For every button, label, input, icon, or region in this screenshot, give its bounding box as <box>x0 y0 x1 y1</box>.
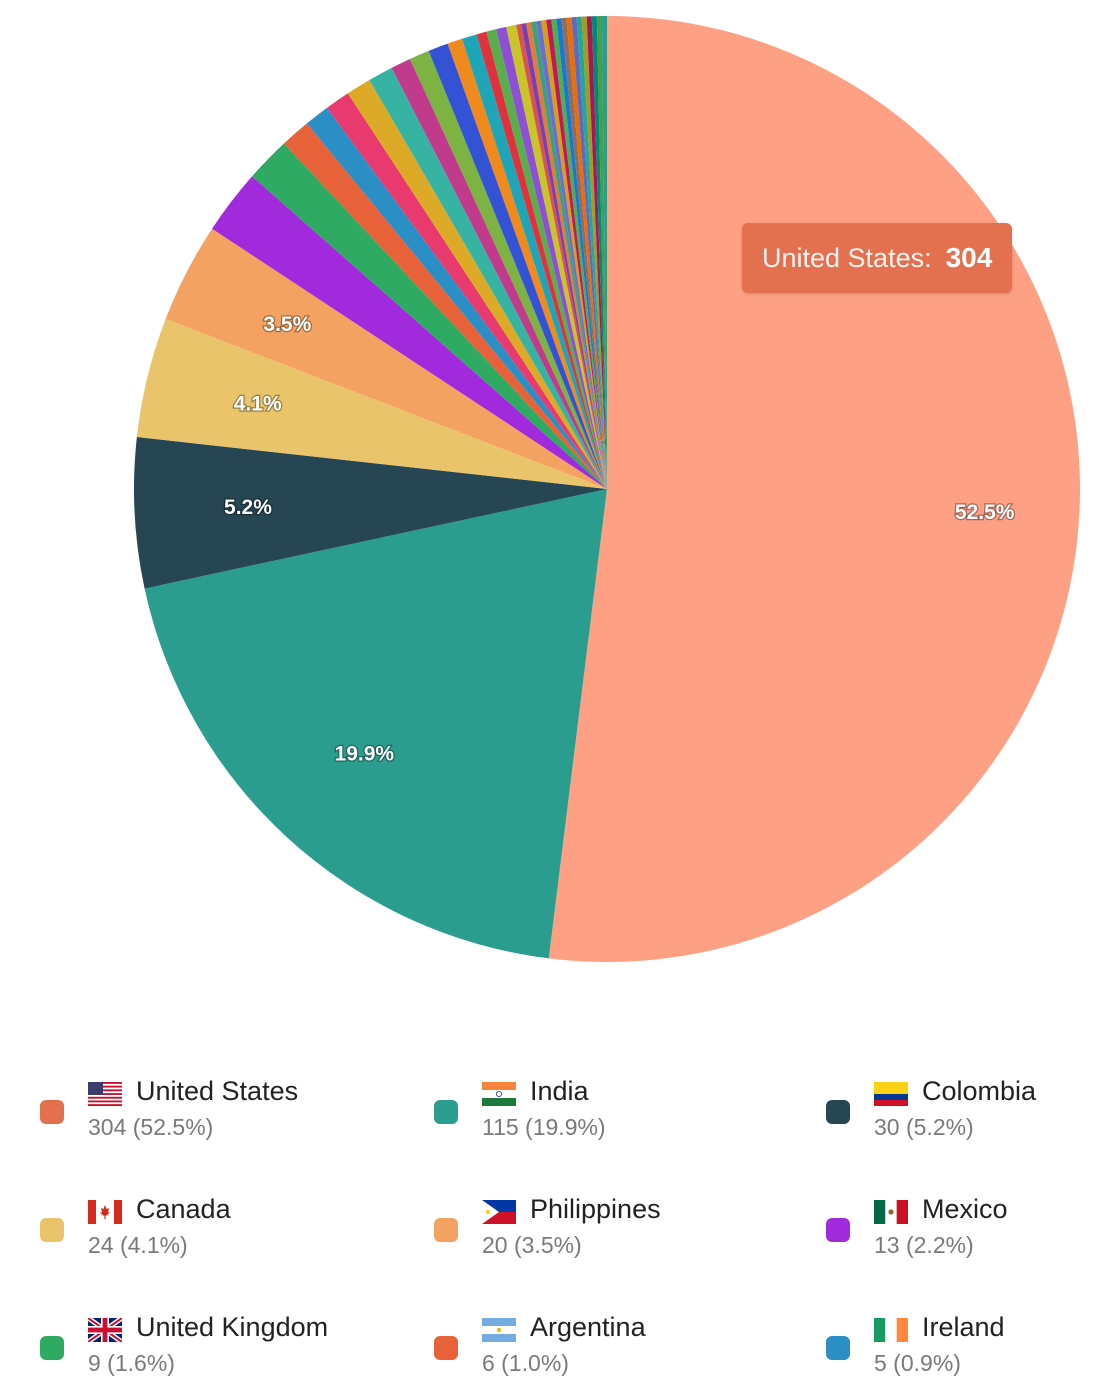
legend-swatch <box>40 1100 64 1124</box>
legend-swatch <box>826 1100 850 1124</box>
pie-slice-15[interactable] <box>428 43 607 490</box>
legend-value: 24 (4.1%) <box>88 1232 188 1258</box>
legend-name: United States <box>136 1076 299 1106</box>
pie-chart-svg: 52.5% 19.9% 5.2% 4.1% 3.5% <box>134 16 1080 962</box>
pie-slice-label: 19.9% <box>335 743 395 766</box>
uk-flag-icon <box>88 1318 122 1342</box>
legend-value: 6 (1.0%) <box>482 1350 569 1376</box>
legend-name: Canada <box>136 1194 231 1224</box>
india-flag-icon <box>482 1082 516 1106</box>
legend-name: India <box>530 1076 589 1106</box>
pie-slice-14[interactable] <box>409 50 607 489</box>
legend-swatch <box>40 1336 64 1360</box>
pie-slice-35[interactable] <box>581 16 607 489</box>
legend-item-united-states[interactable]: United States 304 (52.5%) <box>40 1070 400 1150</box>
legend-swatch <box>434 1100 458 1124</box>
legend-swatch <box>434 1218 458 1242</box>
legend-value: 30 (5.2%) <box>874 1114 974 1140</box>
pie-slice-26[interactable] <box>536 20 607 489</box>
pie-slice-20[interactable] <box>496 26 607 490</box>
legend-swatch <box>40 1218 64 1242</box>
legend-item-canada[interactable]: Canada 24 (4.1%) <box>40 1188 400 1268</box>
pie-slice-argentina[interactable] <box>283 123 607 490</box>
pie-slice-37[interactable] <box>591 16 607 489</box>
pie-slice-label: 52.5% <box>955 501 1015 524</box>
pie-slice-27[interactable] <box>541 19 607 490</box>
legend-item-colombia[interactable]: Colombia 30 (5.2%) <box>826 1070 1120 1150</box>
legend-swatch <box>826 1218 850 1242</box>
legend-name: Argentina <box>530 1312 646 1342</box>
legend-swatch <box>826 1336 850 1360</box>
pie-slice-21[interactable] <box>506 24 607 490</box>
pie-slice-23[interactable] <box>521 22 607 489</box>
tooltip-value: 304 <box>945 242 993 273</box>
pie-slice-india[interactable] <box>144 489 607 959</box>
pie-slice-13[interactable] <box>391 58 607 490</box>
pie-slice-29[interactable] <box>551 18 607 490</box>
pie-slice-philippines[interactable] <box>165 228 608 490</box>
pie-slice-label: 4.1% <box>234 392 282 415</box>
pie-slice-18[interactable] <box>476 31 607 489</box>
ireland-flag-icon <box>874 1318 908 1342</box>
pie-slice-ireland[interactable] <box>306 107 607 489</box>
legend-value: 115 (19.9%) <box>482 1114 606 1140</box>
pie-slice-label: 5.2% <box>224 496 272 519</box>
legend-item-argentina[interactable]: Argentina 6 (1.0%) <box>434 1306 794 1386</box>
pie-slice-colombia[interactable] <box>134 437 608 589</box>
pie-slice-24[interactable] <box>526 22 607 490</box>
argentina-flag-icon <box>482 1318 516 1342</box>
tooltip: United States: 304 <box>742 223 1013 293</box>
pie-slice-32[interactable] <box>566 17 607 490</box>
legend-item-ireland[interactable]: Ireland 5 (0.9%) <box>826 1306 1120 1386</box>
colombia-flag-icon <box>874 1082 908 1106</box>
pie-slice-16[interactable] <box>447 38 607 489</box>
legend-value: 304 (52.5%) <box>88 1114 214 1140</box>
legend-value: 20 (3.5%) <box>482 1232 582 1258</box>
legend-value: 9 (1.6%) <box>88 1350 175 1376</box>
pie-slice-34[interactable] <box>576 16 607 490</box>
pie-slice-11[interactable] <box>347 80 607 489</box>
pie-slice-17[interactable] <box>462 34 607 490</box>
philippines-flag-icon <box>482 1200 516 1224</box>
pie-slice-28[interactable] <box>546 19 607 490</box>
us-flag-icon <box>88 1082 122 1106</box>
legend-item-mexico[interactable]: Mexico 13 (2.2%) <box>826 1188 1120 1268</box>
pie-slice-10[interactable] <box>326 93 607 490</box>
legend-name: Colombia <box>922 1076 1037 1106</box>
pie-slice-30[interactable] <box>556 18 607 490</box>
tooltip-label: United States: <box>762 242 932 273</box>
pie-slice-25[interactable] <box>531 21 607 489</box>
legend-name: United Kingdom <box>136 1312 329 1342</box>
legend-swatch <box>434 1336 458 1360</box>
pie-slice-12[interactable] <box>369 67 607 489</box>
legend: United States 304 (52.5%) India 115 (19.… <box>0 1070 1120 1400</box>
legend-name: Ireland <box>922 1312 1005 1342</box>
legend-value: 5 (0.9%) <box>874 1350 961 1376</box>
mexico-flag-icon <box>874 1200 908 1224</box>
pie-slice-united-kingdom[interactable] <box>252 143 608 489</box>
canada-flag-icon <box>88 1200 122 1224</box>
pie-slice-19[interactable] <box>486 29 607 490</box>
pie-slice-label: 3.5% <box>263 313 311 336</box>
pie-slice-mexico[interactable] <box>212 176 607 489</box>
legend-name: Philippines <box>530 1194 661 1224</box>
pie-slice-22[interactable] <box>516 23 607 489</box>
legend-value: 13 (2.2%) <box>874 1232 974 1258</box>
pie-slice-31[interactable] <box>561 17 607 489</box>
legend-item-united-kingdom[interactable]: United Kingdom 9 (1.6%) <box>40 1306 400 1386</box>
pie-chart: 52.5% 19.9% 5.2% 4.1% 3.5% United States: 30… <box>134 16 1080 962</box>
legend-item-philippines[interactable]: Philippines 20 (3.5%) <box>434 1188 794 1268</box>
pie-slice-canada[interactable] <box>136 318 607 489</box>
pie-slice-36[interactable] <box>586 16 607 490</box>
pie-slice-38[interactable] <box>596 16 607 489</box>
legend-item-india[interactable]: India 115 (19.9%) <box>434 1070 794 1150</box>
pie-slice-33[interactable] <box>571 16 607 490</box>
pie-slice-39[interactable] <box>601 16 607 489</box>
pie-slice-united-states[interactable] <box>548 16 1080 962</box>
legend-name: Mexico <box>922 1194 1008 1224</box>
